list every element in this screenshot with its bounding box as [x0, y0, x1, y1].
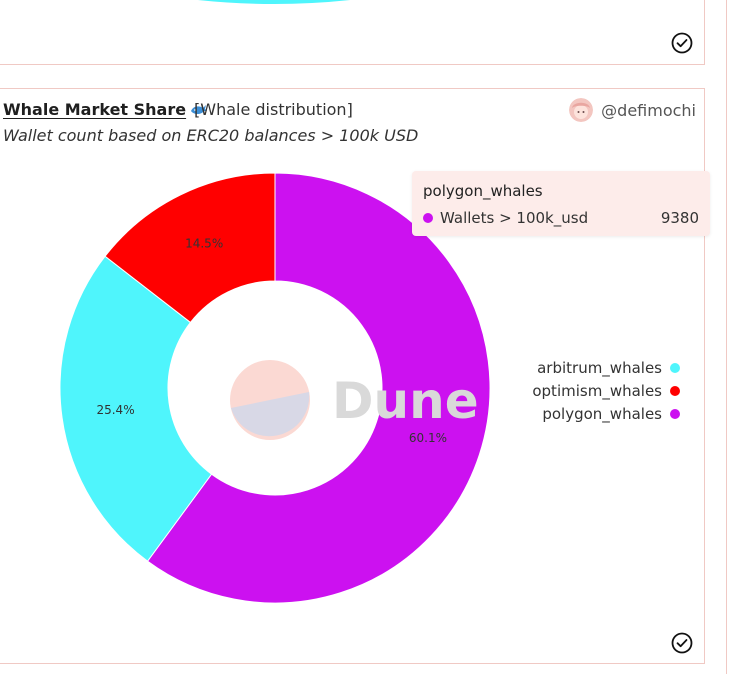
previous-chart-card: [0, 0, 705, 65]
card-title[interactable]: Whale Market Share: [3, 100, 187, 119]
card-title-link[interactable]: Whale Market Share: [3, 100, 208, 119]
pie-slice-optimism_whales[interactable]: [104, 172, 276, 324]
author-name[interactable]: @defimochi: [601, 100, 696, 120]
tooltip-title: polygon_whales: [423, 182, 543, 200]
tooltip: polygon_whales Wallets > 100k_usd 9380: [412, 171, 710, 236]
whale-icon: [191, 105, 208, 114]
check-circle-icon[interactable]: [671, 32, 693, 54]
tooltip-color-dot: [423, 213, 433, 223]
slice-label-polygon_whales: 60.1%: [409, 431, 447, 445]
legend-label: optimism_whales: [532, 381, 662, 400]
check-circle-icon[interactable]: [671, 632, 693, 654]
tooltip-row: Wallets > 100k_usd 9380: [423, 209, 699, 227]
slice-label-arbitrum_whales: 25.4%: [96, 403, 134, 417]
legend-label: polygon_whales: [542, 404, 662, 423]
previous-chart-arc: [197, 0, 351, 4]
card-description: Wallet count based on ERC20 balances > 1…: [3, 126, 419, 145]
tooltip-value: 9380: [660, 209, 699, 227]
chart-legend: arbitrum_whales optimism_whales polygon_wh…: [532, 356, 680, 425]
legend-color-dot: [670, 408, 680, 419]
legend-color-dot: [670, 362, 680, 373]
legend-item-arbitrum_whales[interactable]: arbitrum_whales: [532, 356, 680, 379]
pie-slice-arbitrum_whales[interactable]: [59, 255, 213, 562]
dune-watermark: Dune: [230, 360, 479, 440]
legend-item-optimism_whales[interactable]: optimism_whales: [532, 379, 680, 402]
card-subtitle: [Whale distribution]: [194, 100, 353, 119]
legend-item-polygon_whales[interactable]: polygon_whales: [532, 402, 680, 425]
legend-color-dot: [670, 385, 680, 396]
watermark-text: Dune: [332, 372, 479, 430]
tooltip-metric: Wallets > 100k_usd: [440, 209, 589, 227]
pie-slice-polygon_whales[interactable]: [146, 172, 491, 604]
legend-label: arbitrum_whales: [537, 358, 662, 377]
author-link[interactable]: @defimochi: [569, 98, 696, 122]
avatar: [569, 98, 594, 122]
adjacent-card-edge: [726, 0, 730, 674]
slice-label-optimism_whales: 14.5%: [185, 236, 223, 250]
